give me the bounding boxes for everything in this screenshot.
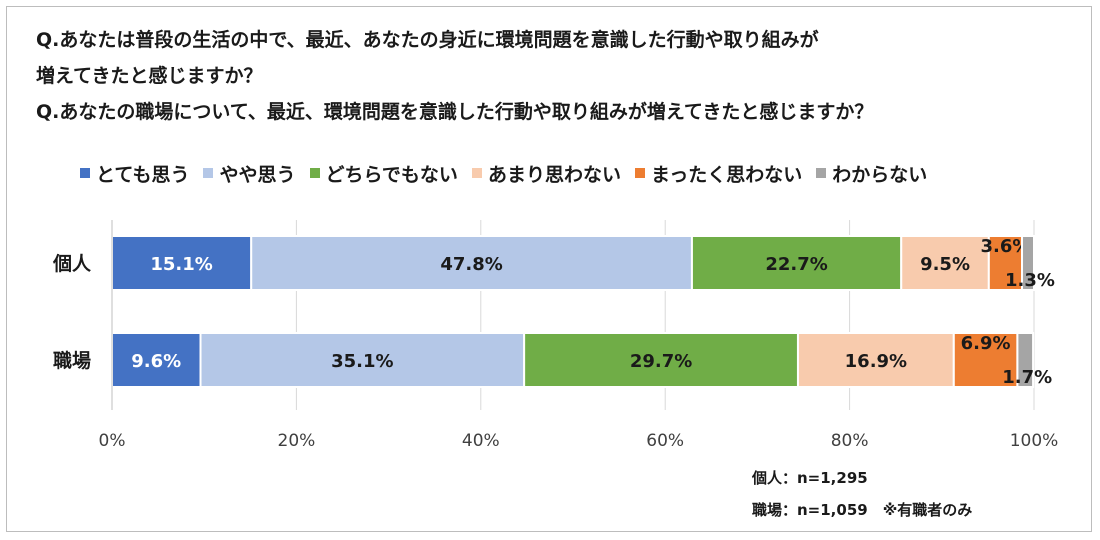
bar-0-4 [987,235,1024,291]
data-label-1-5: 1.7% [1002,367,1052,388]
bar-1-4 [952,332,1019,388]
bar-0-2 [690,235,903,291]
legend-label-1: やや思う [219,163,296,186]
bar-1-0 [111,332,202,388]
x-tick-label-0: 0% [99,431,126,451]
data-label-0-0: 15.1% [150,254,212,275]
data-label-0-5: 1.3% [1005,270,1055,291]
legend-swatch-0 [80,168,90,178]
x-tick-label-4: 80% [831,431,869,451]
data-label-0-3: 9.5% [920,254,970,275]
x-tick-label-1: 20% [278,431,316,451]
data-label-0-4: 3.6% [980,236,1030,257]
x-tick-label-2: 40% [462,431,500,451]
legend-swatch-5 [816,168,827,178]
legend-label-2: どちらでもない [325,163,458,186]
data-label-1-2: 29.7% [630,351,692,372]
bar-0-5 [1021,235,1035,291]
legend: とても思う やや思う どちらでもない あまり思わない まったく思わない わからない [80,158,1060,188]
legend-swatch-1 [203,168,214,178]
title-line-1: Q.あなたは普段の生活の中で、最近、あなたの身近に環境問題を意識した行動や取り組… [36,29,819,51]
sample-notes: 個人：n=1,295 職場：n=1,059 ※有職者のみ [752,462,972,526]
legend-item-2: どちらでもない [309,160,458,187]
legend-item-4: まったく思わない [634,160,803,187]
legend-label-3: あまり思わない [487,163,621,186]
category-label-1: 職場 [53,349,91,372]
data-label-0-2: 22.7% [765,254,827,275]
x-tick-label-5: 100% [1010,431,1059,451]
category-label-0: 個人 [52,253,92,275]
note-workplace: 職場：n=1,059 ※有職者のみ [752,501,973,519]
chart-title: Q.あなたは普段の生活の中で、最近、あなたの身近に環境問題を意識した行動や取り組… [36,22,1076,130]
legend-item-3: あまり思わない [471,160,621,187]
data-label-0-1: 47.8% [440,254,502,275]
legend-label-4: まったく思わない [650,163,803,186]
legend-item-0: とても思う [80,160,189,187]
legend-swatch-4 [634,168,645,178]
data-label-1-3: 16.9% [845,351,907,372]
bar-0-3 [900,235,990,291]
bar-1-2 [523,332,799,388]
bar-0-1 [250,235,693,291]
legend-swatch-2 [309,168,320,178]
data-label-1-0: 9.6% [131,351,181,372]
bar-1-5 [1016,332,1035,388]
legend-label-5: わからない [832,163,928,186]
note-personal: 個人：n=1,295 [752,469,868,487]
legend-item-1: やや思う [203,160,296,187]
data-label-1-1: 35.1% [331,351,393,372]
data-label-1-4: 6.9% [961,333,1011,354]
legend-swatch-3 [471,168,482,178]
title-line-3: Q.あなたの職場について、最近、環境問題を意識した行動や取り組みが増えてきたと感… [36,101,874,123]
x-tick-label-3: 60% [646,431,684,451]
title-line-2: 増えてきたと感じますか？ [36,65,263,87]
legend-label-0: とても思う [96,163,190,186]
legend-item-5: わからない [816,160,927,187]
